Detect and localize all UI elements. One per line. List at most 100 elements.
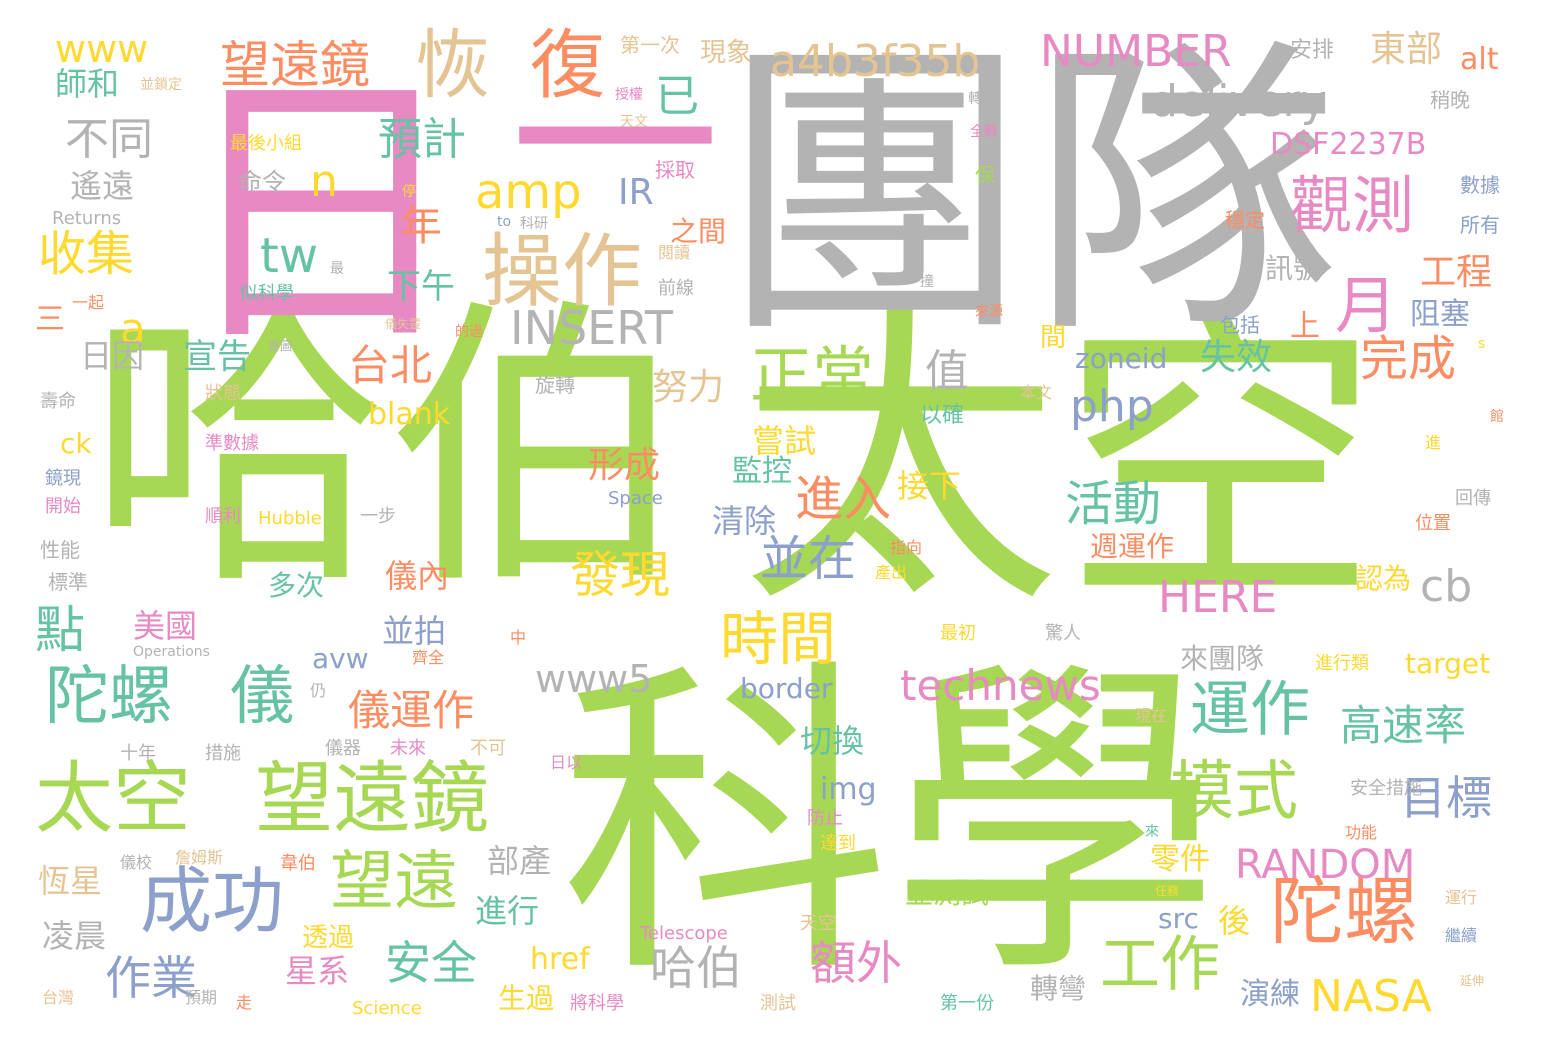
word-cloud-word: 以確: [920, 403, 965, 428]
word-cloud-word: 性能: [40, 538, 80, 562]
word-cloud-word: 準數據: [205, 433, 259, 454]
word-cloud-word: 最初: [940, 623, 976, 644]
word-cloud-word: href: [530, 942, 590, 977]
word-cloud-word: 下午: [387, 267, 455, 307]
word-cloud-word: 恢: [415, 21, 491, 109]
word-cloud-word: 不同: [65, 114, 153, 165]
word-cloud-word: 作業: [105, 951, 197, 1005]
word-cloud-word: 多次: [268, 569, 325, 602]
word-cloud-word: 齊全: [412, 648, 445, 667]
word-cloud-word: 週運作: [1090, 530, 1175, 563]
word-cloud-word: 望遠: [330, 845, 458, 919]
word-cloud-word: 轉載: [968, 91, 996, 107]
word-cloud-word: 館: [1490, 409, 1504, 425]
word-cloud-word: 工程: [1420, 252, 1493, 293]
word-cloud-word: 來: [1145, 824, 1159, 840]
word-cloud-word: a4b3f35b: [770, 36, 981, 87]
word-cloud-word: 儀內: [385, 557, 450, 595]
word-cloud-word: 鏡現: [45, 468, 81, 489]
word-cloud-word: 防止: [807, 808, 843, 829]
word-cloud-word: 安排: [1290, 38, 1335, 63]
word-cloud-word: 團隊: [720, 14, 1340, 375]
word-cloud-word: 活動: [1065, 476, 1162, 532]
word-cloud-word: 開始: [45, 496, 81, 517]
word-cloud-word: 進: [1425, 433, 1442, 452]
word-cloud-word: 未來: [390, 738, 426, 759]
word-cloud-word: 望遠鏡: [220, 36, 370, 94]
word-cloud-word: 上: [1290, 309, 1320, 344]
word-cloud-word: 三: [35, 302, 65, 337]
word-cloud-word: 接下: [897, 467, 962, 505]
word-cloud-word: INSERT: [510, 301, 673, 355]
word-cloud-word: RANDOM: [1235, 842, 1416, 888]
word-cloud-word: 高速率: [1340, 701, 1467, 750]
word-cloud-word: technews: [900, 661, 1101, 710]
word-cloud-word: Space: [608, 488, 663, 509]
word-cloud-word: 全數: [970, 124, 998, 140]
word-cloud-word: Science: [352, 998, 422, 1019]
word-cloud-word: 生過: [498, 982, 555, 1015]
word-cloud-word: 訊號: [1265, 252, 1322, 285]
word-cloud-word: 日: [175, 46, 465, 383]
word-cloud-word: 並鎖定: [140, 77, 182, 93]
word-cloud-word: 恆星: [38, 862, 103, 900]
word-cloud-word: HERE: [1158, 572, 1278, 623]
word-cloud-word: 進行: [475, 892, 540, 930]
word-cloud-word: 日因: [80, 337, 145, 375]
word-cloud-word: NASA: [1310, 971, 1432, 1022]
word-cloud-word: 標準: [48, 570, 88, 594]
word-cloud-word: 宣告: [183, 337, 251, 377]
word-cloud-word: 命令: [238, 168, 286, 196]
word-cloud-word: a: [120, 304, 146, 353]
word-cloud-word: 第一次: [620, 33, 680, 57]
word-cloud-word: 月: [1335, 269, 1398, 342]
word-cloud-word: 日以: [550, 753, 583, 772]
word-cloud-word: zoneid: [1075, 342, 1168, 375]
word-cloud-word: 目標: [1400, 771, 1492, 825]
word-cloud-word: Returns: [52, 208, 122, 229]
word-cloud-word: src: [1158, 902, 1199, 935]
word-cloud-word: 保: [975, 163, 995, 187]
word-cloud-word: 指向: [890, 538, 923, 557]
word-cloud-word: img: [820, 772, 877, 807]
word-cloud-word: 進行類: [1315, 653, 1369, 674]
word-cloud-word: 天文: [620, 114, 648, 130]
word-cloud-word: 儀運作: [348, 686, 475, 735]
word-cloud-word: 發現: [570, 546, 670, 604]
word-cloud-word: 達到: [820, 833, 856, 854]
word-cloud-word: avw: [312, 642, 369, 675]
word-cloud-word: delivery: [1150, 76, 1327, 127]
word-cloud-word: 第一份: [940, 993, 994, 1014]
word-cloud-word: 認為: [1355, 562, 1412, 595]
word-cloud-word: tw: [260, 228, 319, 284]
word-cloud-word: 功能: [1345, 823, 1378, 842]
word-cloud-word: 順利: [205, 506, 241, 527]
word-cloud-word: alt: [1460, 42, 1499, 77]
word-cloud-word: NUMBER: [1040, 26, 1232, 77]
word-cloud-word: 完成: [1360, 331, 1457, 387]
word-cloud-word: 一起: [72, 293, 105, 312]
word-cloud-word: 遙遠: [70, 167, 135, 205]
word-cloud-word: 監控: [732, 454, 792, 489]
word-cloud-word: IR: [618, 172, 654, 213]
word-cloud-word: 科學: [560, 633, 1220, 1017]
word-cloud-word: 最後小組: [230, 133, 302, 154]
word-cloud-word: 太空: [35, 754, 192, 844]
word-cloud-word: 美國: [133, 607, 198, 645]
word-cloud-word: Telescope: [640, 923, 728, 944]
word-cloud-word: 嘗試: [752, 422, 817, 460]
word-cloud-word: 時間: [720, 605, 837, 673]
word-cloud-word: 狀態: [205, 383, 241, 404]
word-cloud-word: 將科學: [570, 993, 624, 1014]
word-cloud-word: 觀測: [1290, 169, 1415, 242]
word-cloud-word: 正常: [750, 339, 875, 412]
word-cloud-word: 模式: [1170, 755, 1298, 829]
word-cloud-word: 東部: [1370, 29, 1443, 70]
word-cloud-word: 首圖: [268, 339, 293, 353]
word-cloud-word: Hubble: [258, 508, 322, 529]
word-cloud-word: 操作: [482, 225, 642, 318]
word-cloud-word: 失效: [1200, 337, 1273, 378]
word-cloud-word: s: [1478, 336, 1486, 352]
word-cloud-word: 點: [35, 601, 85, 659]
